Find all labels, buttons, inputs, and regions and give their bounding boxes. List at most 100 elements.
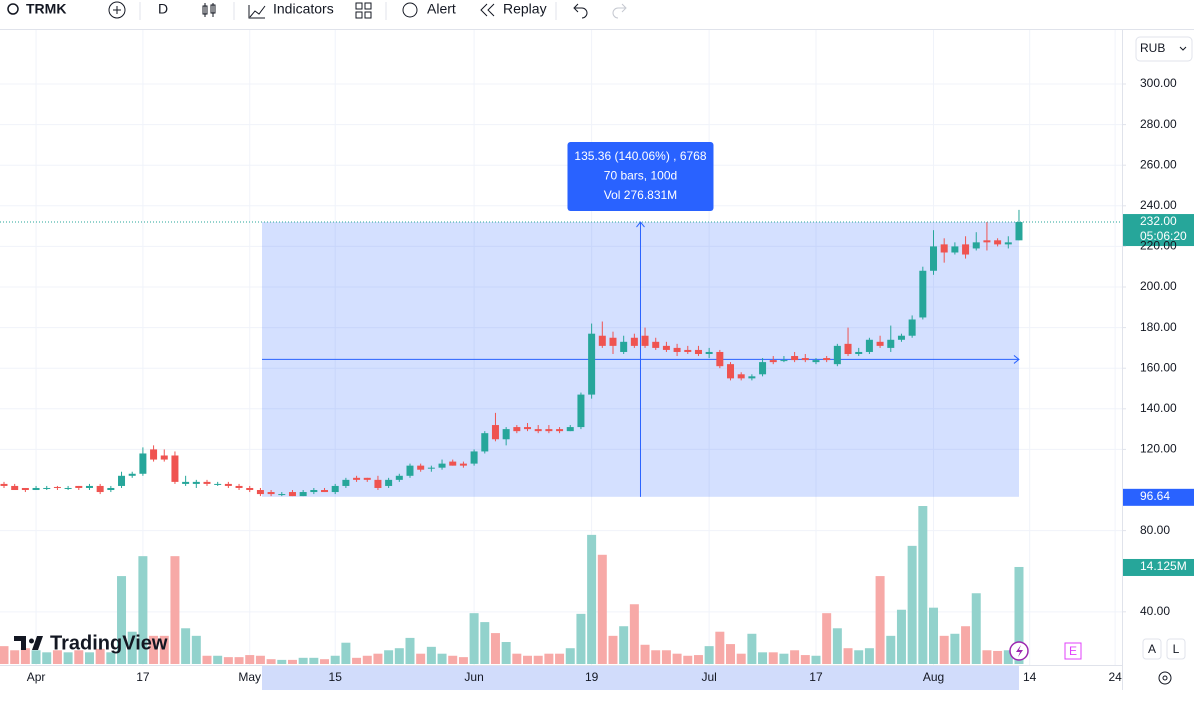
search-icon[interactable] bbox=[7, 3, 19, 15]
volume-bar bbox=[170, 556, 180, 664]
earnings-marker[interactable] bbox=[1064, 642, 1082, 660]
volume-bar bbox=[448, 655, 458, 664]
candle-body bbox=[759, 362, 767, 375]
candle-body bbox=[427, 467, 435, 469]
alert-button[interactable]: Alert bbox=[427, 1, 456, 17]
volume-bar bbox=[693, 655, 703, 664]
volume-bar bbox=[84, 652, 94, 664]
volume-bar bbox=[74, 650, 84, 664]
measure-tooltip bbox=[567, 142, 714, 212]
volume-bar bbox=[715, 631, 725, 664]
indicators-button[interactable]: Indicators bbox=[273, 1, 334, 17]
toolbar: TRMK D Indicators Alert Replay bbox=[0, 1, 1194, 30]
volume-bar bbox=[52, 650, 62, 664]
x-tick-label: 14 bbox=[1023, 670, 1037, 684]
x-tick-label: May bbox=[238, 670, 261, 684]
redo[interactable] bbox=[612, 3, 627, 19]
candle-body bbox=[940, 244, 948, 253]
volume-bar bbox=[811, 655, 821, 664]
add-icon bbox=[113, 6, 121, 14]
candle-body bbox=[182, 481, 190, 484]
candle-body bbox=[310, 490, 318, 493]
last-price-tag bbox=[1123, 214, 1194, 247]
volume-bar bbox=[790, 650, 800, 664]
candle-body bbox=[224, 483, 232, 486]
volume-bar bbox=[929, 607, 939, 664]
volume-bar bbox=[138, 556, 148, 664]
volume-bar bbox=[159, 635, 169, 664]
volume-bar bbox=[223, 657, 233, 664]
replay-button[interactable]: Replay bbox=[503, 1, 547, 17]
chart-type-icon[interactable] bbox=[202, 3, 216, 17]
candle-body bbox=[449, 461, 457, 466]
volume-bar bbox=[512, 653, 522, 664]
candle-body bbox=[545, 429, 553, 432]
auto-scale-button[interactable] bbox=[1142, 638, 1162, 660]
volume-bar bbox=[298, 657, 308, 664]
volume-bar bbox=[63, 652, 73, 664]
measure-tooltip-line: 70 bars, 100d bbox=[604, 169, 677, 183]
volume-bar bbox=[747, 633, 757, 664]
volume-bar bbox=[277, 659, 287, 664]
candle-body bbox=[780, 360, 788, 362]
candle-body bbox=[801, 358, 809, 361]
candle-body bbox=[438, 463, 446, 468]
log-scale-label[interactable]: L bbox=[1173, 642, 1180, 656]
currency-select[interactable] bbox=[1135, 36, 1193, 62]
volume-bar bbox=[202, 655, 212, 664]
volume-bar bbox=[0, 646, 9, 664]
last-volume-tag bbox=[1123, 558, 1194, 576]
x-tick-label: 19 bbox=[585, 670, 599, 684]
candle-body bbox=[577, 394, 585, 428]
earnings-label[interactable]: E bbox=[1069, 644, 1077, 658]
add-symbol[interactable] bbox=[108, 1, 126, 19]
y-tick-label: 180.00 bbox=[1140, 320, 1177, 334]
candle-body bbox=[491, 425, 499, 440]
candle-body bbox=[609, 337, 617, 346]
candle-body bbox=[566, 427, 574, 432]
candle-body bbox=[278, 494, 286, 496]
x-tick-label: Aug bbox=[923, 670, 944, 684]
volume-bar bbox=[191, 635, 201, 664]
log-scale-button[interactable] bbox=[1166, 638, 1186, 660]
volume-bar bbox=[950, 633, 960, 664]
volume-bar bbox=[149, 635, 159, 664]
interval[interactable]: D bbox=[158, 1, 168, 17]
layouts-icon[interactable] bbox=[355, 2, 372, 19]
volume-bar bbox=[704, 646, 714, 664]
volume-bar bbox=[106, 652, 116, 664]
volume-bar bbox=[907, 545, 917, 664]
undo[interactable] bbox=[573, 3, 588, 19]
volume-bar bbox=[683, 655, 693, 664]
volume-bar bbox=[416, 653, 426, 664]
candle-body bbox=[588, 333, 596, 395]
volume-bar bbox=[587, 534, 597, 664]
last-price-label: 232.00 bbox=[1140, 214, 1177, 228]
volume-bar bbox=[864, 648, 874, 664]
volume-bar bbox=[832, 628, 842, 664]
y-tick-label: 40.00 bbox=[1140, 604, 1170, 618]
settings-button[interactable] bbox=[1158, 671, 1172, 685]
volume-bar bbox=[565, 648, 575, 664]
candle-body bbox=[620, 341, 628, 352]
symbol[interactable]: TRMK bbox=[26, 1, 66, 17]
volume-bar bbox=[255, 655, 265, 664]
candle-body bbox=[716, 351, 724, 367]
volume-bar bbox=[533, 655, 543, 664]
candle-body bbox=[502, 429, 510, 440]
currency[interactable]: RUB bbox=[1140, 41, 1165, 55]
y-tick-label: 80.00 bbox=[1140, 523, 1170, 537]
volume-bar bbox=[843, 648, 853, 664]
candle-body bbox=[43, 487, 51, 489]
last-volume-label: 14.125M bbox=[1140, 559, 1187, 573]
auto-scale-label[interactable]: A bbox=[1148, 642, 1156, 656]
candle-body bbox=[214, 483, 222, 485]
volume-bar bbox=[287, 659, 297, 664]
candle-body bbox=[256, 490, 264, 495]
candle-body bbox=[897, 335, 905, 340]
candle-body bbox=[556, 429, 564, 432]
candle-body bbox=[534, 429, 542, 432]
candle-body bbox=[395, 475, 403, 480]
candle-body bbox=[962, 244, 970, 255]
